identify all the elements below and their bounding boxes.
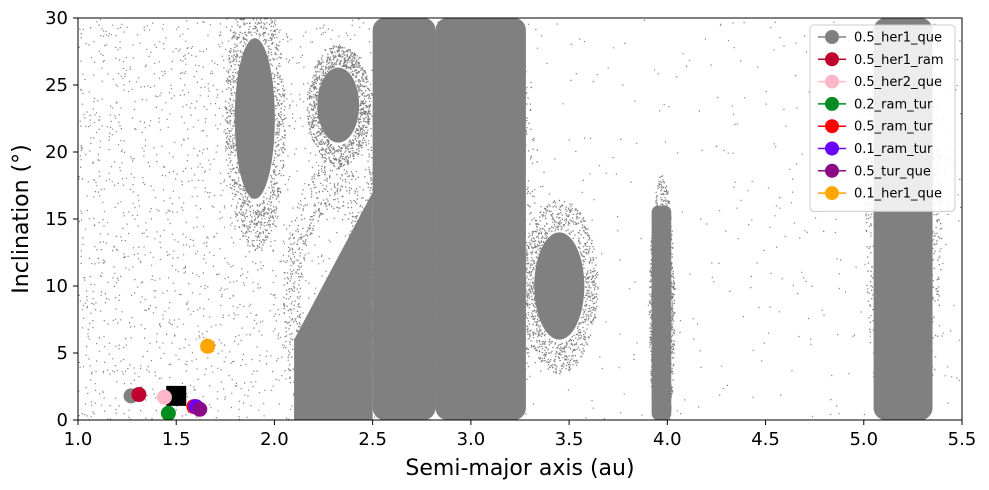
x-tick-label: 1.5 [162,429,191,450]
population-region-inner-main-belt [294,192,373,420]
point-0.5_tur_que [192,401,208,417]
y-tick-label: 25 [45,75,68,96]
x-tick-label: 4.0 [653,429,682,450]
y-tick-label: 20 [45,142,68,163]
population-fringe-hungaria [224,18,287,251]
legend-marker-0.5_her1_ram [825,52,839,67]
population-fringe-inner-main-belt [283,158,386,420]
legend-label-0.5_ram_tur: 0.5_ram_tur [854,120,933,135]
legend-label-0.1_ram_tur: 0.1_ram_tur [854,142,933,157]
legend-entry: 0.5_her1_ram [818,52,944,68]
population-region-phocaea [317,67,360,143]
x-tick-label: 2.0 [260,429,289,450]
x-tick-label: 5.5 [948,429,977,450]
legend-marker-0.2_ram_tur [825,96,839,111]
target-square-marker [166,385,187,406]
y-tick-label: 10 [45,276,68,297]
legend-label-0.5_her1_ram: 0.5_her1_ram [854,53,944,68]
x-tick-label: 3.0 [457,429,486,450]
legend-label-0.5_her2_que: 0.5_her2_que [854,75,942,90]
point-0.5_her1_ram [131,387,147,403]
legend-label-0.5_tur_que: 0.5_tur_que [854,164,931,179]
population-region-hilda [651,205,672,420]
population-region-outer-main-belt [435,18,526,420]
y-tick-label: 15 [45,209,68,230]
legend-marker-0.1_ram_tur [825,141,839,156]
legend-marker-0.5_ram_tur [825,119,839,134]
x-tick-label: 2.5 [358,429,387,450]
population-fringe-cybele [521,199,599,375]
population-region-hungaria [234,38,275,199]
legend-marker-0.5_tur_que [825,163,839,178]
population-region-cybele [534,232,585,340]
legend-marker-0.1_her1_que [825,186,839,201]
point-0.1_her1_que [200,338,216,354]
y-tick-label: 5 [57,343,68,364]
x-tick-label: 1.0 [64,429,93,450]
x-tick-label: 5.0 [849,429,878,450]
y-tick-label: 30 [45,8,68,29]
y-tick-label: 0 [57,410,68,431]
point-0.5_her2_que [156,389,172,405]
y-axis-ticks: 0 5 10 15 20 25 30 [45,8,78,431]
x-axis-label: Semi-major axis (au) [405,456,634,481]
legend-label-0.2_ram_tur: 0.2_ram_tur [854,97,933,112]
legend-entry: 0.1_ram_tur [818,141,933,157]
legend-marker-0.5_her1_que [825,30,839,44]
legend-entry: 0.5_her2_que [818,74,942,90]
legend-marker-0.5_her2_que [825,74,839,89]
legend-entry: 0.1_her1_que [818,186,942,202]
legend-label-0.5_her1_que: 0.5_her1_que [854,31,942,46]
legend-entry: 0.2_ram_tur [818,96,933,112]
x-axis-ticks: 1.0 1.5 2.0 2.5 3.0 3.5 4.0 4.5 5.0 5.5 [64,420,977,450]
x-tick-label: 3.5 [555,429,584,450]
legend-label-0.1_her1_que: 0.1_her1_que [854,187,942,202]
asteroid-population-scatter [78,18,962,420]
legend-entry: 0.5_tur_que [818,163,931,179]
x-tick-label: 4.5 [751,429,780,450]
population-region-middle-main-belt [372,18,436,420]
series-markers [123,338,216,420]
legend: 0.5_her1_que 0.5_her1_ram 0.5_her2_que 0.2_… [809,24,956,212]
legend-entry: 0.5_ram_tur [818,119,933,135]
point-0.2_ram_tur [160,405,176,420]
y-axis-label: Inclination (°) [9,144,34,293]
legend-entry: 0.5_her1_que [818,30,942,46]
legend-box [809,24,956,212]
